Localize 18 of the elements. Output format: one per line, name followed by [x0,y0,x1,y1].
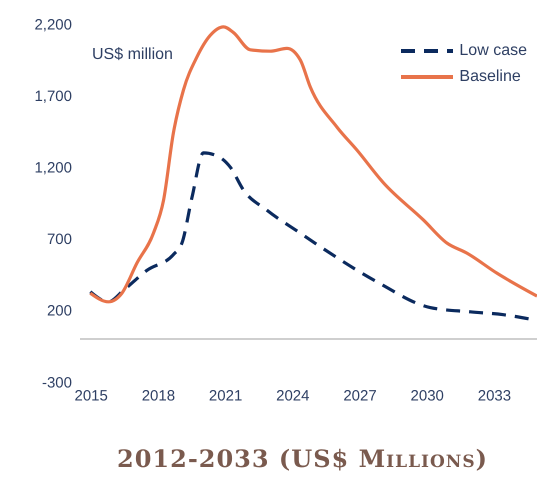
y-tick-label: 1,700 [34,88,72,105]
legend-label: Low case [459,41,527,61]
x-tick-label: 2015 [74,388,108,405]
x-tick-label: 2021 [208,388,242,405]
x-tick-label: 2027 [343,388,377,405]
line-series [88,25,537,304]
annotation: US$ million [92,46,173,64]
y-tick-label: -300 [42,374,72,392]
x-tick-label: 2033 [478,388,512,405]
legend-label: Baseline [459,67,521,87]
text: 2012-2033 (US$ Millions) [116,444,489,473]
x-tick-label: 2024 [276,388,310,405]
y-tick-label: 1,200 [34,160,72,177]
x-tick-label: 2018 [142,388,176,405]
x-tick-label: 2030 [410,388,444,405]
y-tick-label: 200 [46,302,72,320]
y-tick-label: 2,200 [34,16,72,34]
y-tick-label: 700 [46,231,72,248]
